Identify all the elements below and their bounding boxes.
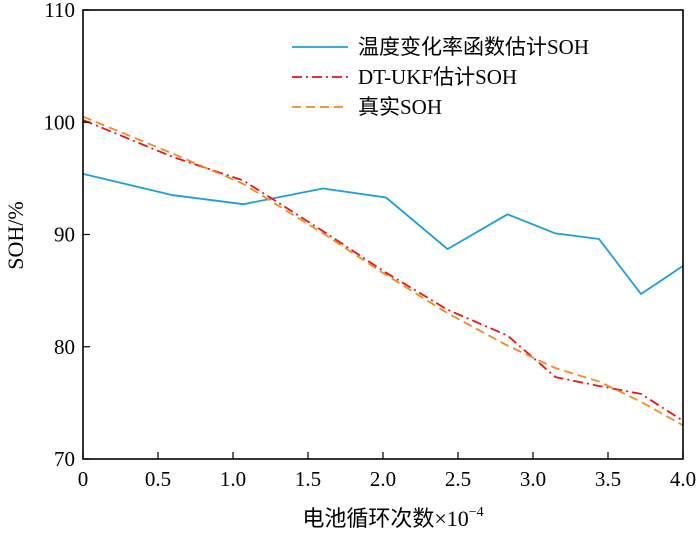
y-tick-label: 100 bbox=[44, 110, 76, 134]
x-axis-title-exponent: −4 bbox=[469, 505, 484, 520]
y-tick-label: 80 bbox=[54, 335, 75, 359]
y-axis-title: SOH/% bbox=[3, 201, 28, 269]
x-tick-label: 2.0 bbox=[370, 467, 396, 491]
x-tick-label: 0.5 bbox=[145, 467, 171, 491]
y-tick-label: 90 bbox=[54, 223, 75, 247]
x-axis-title-multiplier: ×10 bbox=[434, 506, 468, 531]
y-tick-label: 70 bbox=[54, 447, 75, 471]
x-tick-label: 4.0 bbox=[670, 467, 696, 491]
legend-label-2: 真实SOH bbox=[358, 95, 442, 119]
x-axis-title-text: 电池循环次数 bbox=[302, 506, 434, 531]
series-line-1 bbox=[82, 119, 684, 422]
legend-label-0: 温度变化率函数估计SOH bbox=[358, 35, 589, 59]
legend-label-1: DT-UKF估计SOH bbox=[358, 65, 517, 89]
series-line-0 bbox=[82, 173, 684, 295]
x-tick-label: 3.5 bbox=[595, 467, 621, 491]
x-tick-label: 1.0 bbox=[220, 467, 246, 491]
series-line-2 bbox=[82, 115, 684, 427]
legend: 温度变化率函数估计SOH DT-UKF估计SOH 真实SOH bbox=[292, 35, 589, 119]
x-tick-label: 2.5 bbox=[445, 467, 471, 491]
x-tick-label: 1.5 bbox=[295, 467, 321, 491]
series-layer bbox=[82, 115, 684, 427]
y-tick-label: 110 bbox=[44, 0, 75, 22]
x-tick-label: 0 bbox=[78, 467, 89, 491]
ticks-layer: 0 0.5 1.0 1.5 2.0 2.5 3.0 3.5 4.0 70 80 90 100 110 bbox=[44, 0, 697, 491]
x-tick-label: 3.0 bbox=[520, 467, 546, 491]
x-axis-title: 电池循环次数×10−4 bbox=[302, 505, 483, 531]
